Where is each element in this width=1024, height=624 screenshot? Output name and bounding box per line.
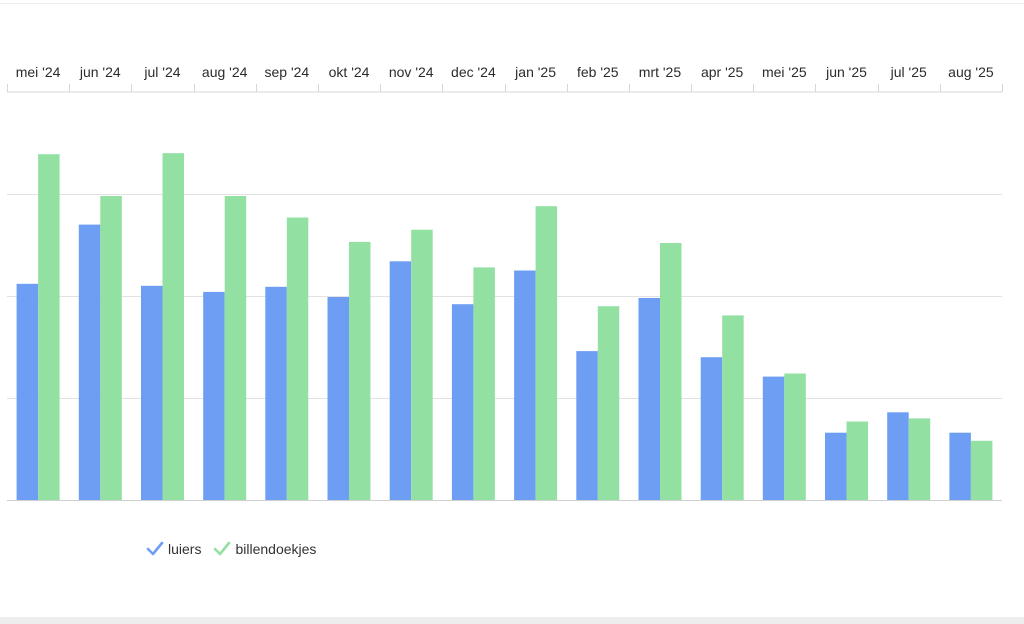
x-tick-label: nov '24 xyxy=(389,64,434,80)
bar-luiers xyxy=(16,283,39,500)
top-divider xyxy=(0,3,1024,4)
x-tick-label: mrt '25 xyxy=(639,64,682,80)
x-tick-label: jul '24 xyxy=(143,64,180,80)
x-tick-label: aug '24 xyxy=(202,64,248,80)
x-tick-label: mei '25 xyxy=(762,64,807,80)
check-icon xyxy=(146,541,164,556)
x-tick-label: jan '25 xyxy=(514,64,556,80)
bar-billendoekjes xyxy=(660,243,682,500)
legend-label: luiers xyxy=(168,541,202,557)
x-tick-label: feb '25 xyxy=(577,64,619,80)
bar-luiers xyxy=(451,304,474,500)
bar-luiers xyxy=(576,351,598,500)
legend-item-luiers[interactable]: luiers xyxy=(146,540,201,558)
bar-luiers xyxy=(762,376,785,500)
bar-luiers xyxy=(700,357,723,500)
bar-billendoekjes xyxy=(100,196,122,500)
bar-luiers xyxy=(78,224,101,500)
bar-billendoekjes xyxy=(473,267,495,500)
bar-billendoekjes xyxy=(970,440,993,500)
bar-billendoekjes xyxy=(722,315,744,500)
bar-luiers xyxy=(887,412,909,500)
x-axis: mei '24 jun '24 jul '24 aug '24 sep '24 okt '… xyxy=(7,64,1003,93)
x-tick-label: okt '24 xyxy=(329,64,370,80)
bar-luiers xyxy=(203,291,225,500)
x-tick-label: mei '24 xyxy=(16,64,61,80)
x-tick-label: dec '24 xyxy=(451,64,496,80)
bar-luiers xyxy=(825,432,847,500)
bar-billendoekjes xyxy=(286,217,309,500)
bar-luiers xyxy=(638,298,660,500)
legend: luiers billendoekjes xyxy=(146,540,316,558)
x-tick-label: sep '24 xyxy=(264,64,309,80)
bar-billendoekjes xyxy=(597,306,620,500)
bar-billendoekjes xyxy=(38,154,60,500)
bar-luiers xyxy=(389,261,412,500)
bars xyxy=(16,153,993,500)
x-tick-label: jul '25 xyxy=(890,64,927,80)
x-tick-label: jun '24 xyxy=(79,64,121,80)
bar-billendoekjes xyxy=(349,241,371,500)
bar-luiers xyxy=(949,432,971,500)
check-icon xyxy=(214,541,231,556)
x-tick-label: apr '25 xyxy=(701,64,744,80)
bottom-band xyxy=(0,617,1024,624)
bar-luiers xyxy=(141,285,163,500)
bar-billendoekjes xyxy=(162,153,184,500)
bar-billendoekjes xyxy=(908,418,931,500)
bar-billendoekjes xyxy=(411,229,433,500)
legend-label: billendoekjes xyxy=(235,541,317,557)
bar-billendoekjes xyxy=(224,196,247,500)
bar-luiers xyxy=(514,270,536,500)
bar-luiers xyxy=(265,286,287,500)
bar-billendoekjes xyxy=(846,421,868,500)
bar-billendoekjes xyxy=(535,206,558,500)
x-tick-label: jun '25 xyxy=(825,64,867,80)
x-tick-label: aug '25 xyxy=(948,64,994,80)
legend-item-billendoekjes[interactable]: billendoekjes xyxy=(213,540,316,558)
bar-luiers xyxy=(327,297,349,500)
bar-billendoekjes xyxy=(784,373,806,500)
